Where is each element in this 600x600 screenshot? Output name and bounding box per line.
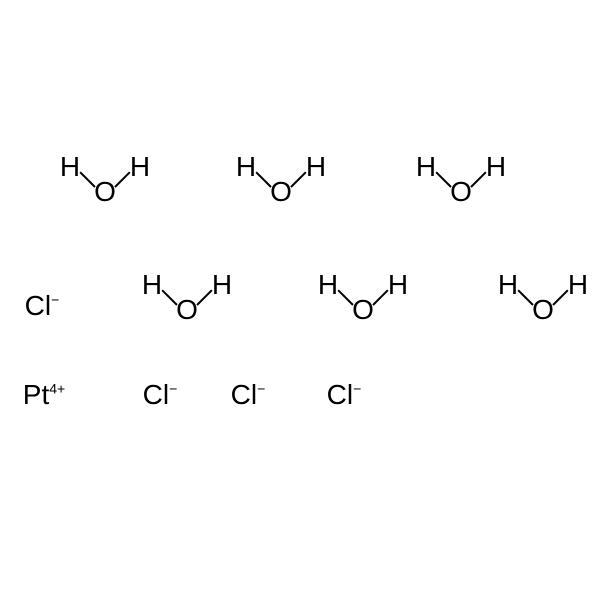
- atom-h-row2-2-left: H: [498, 271, 518, 299]
- atom-h-row2-1-right: H: [388, 271, 408, 299]
- bond-row1-2-right: [470, 171, 486, 187]
- atom-h-row1-0-left: H: [60, 153, 80, 181]
- bond-row1-1-right: [290, 171, 306, 187]
- atom-h-row1-2-left: H: [416, 153, 436, 181]
- atom-o-row2-0: O: [176, 296, 198, 324]
- ion-cl-row3-2: Cl−: [327, 381, 362, 409]
- atom-o-row1-0: O: [94, 178, 116, 206]
- atom-h-row2-0-right: H: [212, 271, 232, 299]
- ion-cl-row3-1: Cl−: [231, 381, 266, 409]
- atom-h-row2-2-right: H: [568, 271, 588, 299]
- atom-o-row2-1: O: [352, 296, 374, 324]
- ion-pt: Pt4+: [23, 381, 65, 409]
- atom-h-row1-1-left: H: [236, 153, 256, 181]
- ion-cl-row3-0: Cl−: [143, 381, 178, 409]
- chem-structure-canvas: HHOHHOHHOHHOHHOHHOCl−Pt4+Cl−Cl−Cl−: [0, 0, 600, 600]
- atom-h-row2-1-left: H: [318, 271, 338, 299]
- bond-row2-1-right: [372, 289, 388, 305]
- bond-row1-0-right: [114, 171, 130, 187]
- ion-cl-row2: Cl−: [25, 292, 60, 320]
- atom-h-row1-1-right: H: [306, 153, 326, 181]
- atom-o-row1-2: O: [450, 178, 472, 206]
- bond-row2-2-right: [552, 289, 568, 305]
- atom-o-row2-2: O: [532, 296, 554, 324]
- atom-o-row1-1: O: [270, 178, 292, 206]
- bond-row2-0-right: [196, 289, 212, 305]
- atom-h-row1-0-right: H: [130, 153, 150, 181]
- atom-h-row1-2-right: H: [486, 153, 506, 181]
- atom-h-row2-0-left: H: [142, 271, 162, 299]
